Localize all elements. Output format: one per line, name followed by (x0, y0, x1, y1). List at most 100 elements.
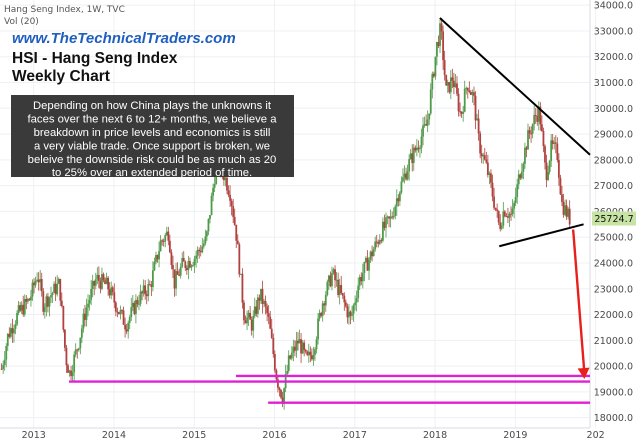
candle-body (372, 249, 375, 257)
candle-body (332, 269, 335, 274)
candle-body (127, 322, 130, 332)
candle-body (383, 221, 386, 228)
candle-body (327, 275, 330, 282)
trend-line-1 (439, 17, 591, 156)
candle-body (168, 240, 171, 253)
candle-body (326, 281, 329, 295)
candle-body (158, 251, 160, 260)
x-tick-label: 2018 (423, 430, 447, 441)
candle-body (443, 60, 446, 75)
candle-body (445, 74, 448, 86)
y-tick-label: 22000.0 (594, 310, 633, 321)
candle-body (423, 124, 426, 126)
candle-body (295, 340, 298, 351)
candle-body (99, 281, 102, 289)
annotation-line-3: breakdown in price levels and economics … (34, 127, 271, 139)
candle-body (206, 231, 208, 237)
candle-body (522, 163, 525, 172)
candle-body (349, 311, 352, 316)
candle-body (241, 273, 244, 303)
candle-body (539, 106, 542, 125)
candle-body (473, 92, 475, 96)
candle-body (358, 277, 361, 286)
candle-body (159, 240, 162, 252)
y-tick-label: 34000.0 (594, 1, 633, 12)
candle-body (111, 287, 114, 293)
candle-body (286, 371, 289, 375)
candle-body (548, 161, 551, 172)
candle-body (178, 274, 181, 276)
candle-body (300, 339, 302, 354)
x-axis: 2013 2014 2015 2016 2017 2018 2019 202 (22, 430, 605, 441)
candle-body (14, 324, 17, 329)
candle-body (329, 275, 332, 287)
candle-body (426, 119, 429, 126)
candle-body (479, 133, 482, 154)
candle-body (530, 133, 532, 135)
candle-body (454, 83, 457, 88)
candle-body (256, 297, 259, 314)
candle-body (524, 147, 526, 164)
candle-body (31, 282, 34, 297)
candle-body (238, 244, 241, 275)
candle-body (525, 147, 528, 150)
candle-body (73, 354, 76, 373)
candle-body (531, 124, 534, 134)
candle-body (309, 351, 312, 356)
candle-body (195, 255, 198, 259)
volume-label: Vol (20) (4, 17, 39, 27)
candle-body (20, 304, 23, 311)
candle-body (36, 279, 39, 282)
candle-body (212, 187, 214, 196)
candle-body (408, 159, 411, 172)
candle-body (113, 292, 116, 303)
candle-body (48, 297, 51, 307)
candle-body (2, 364, 5, 369)
y-tick-label: 21000.0 (594, 336, 633, 347)
candle-body (324, 294, 327, 306)
chart-title-line-2: Weekly Chart (12, 68, 110, 85)
candle-body (338, 284, 341, 295)
candle-body (500, 225, 503, 229)
candle-body (57, 278, 60, 284)
candle-body (187, 261, 190, 271)
candle-body (314, 349, 316, 355)
candle-body (400, 181, 403, 193)
y-tick-label: 33000.0 (594, 26, 633, 37)
candle-body (432, 73, 435, 77)
y-tick-label: 32000.0 (594, 52, 633, 63)
candle-body (278, 387, 281, 390)
candle-body (164, 235, 167, 242)
candle-body (331, 273, 333, 287)
candle-body (264, 300, 267, 307)
candle-body (150, 284, 153, 288)
candle-body (13, 328, 15, 334)
y-tick-label: 31000.0 (594, 78, 633, 89)
x-tick-label: 2013 (22, 430, 46, 441)
candle-body (363, 261, 366, 273)
candle-body (355, 298, 358, 303)
candle-body (422, 125, 424, 137)
candle-body (514, 197, 517, 203)
candle-body (568, 208, 571, 225)
candle-body (11, 328, 14, 334)
candle-body (497, 210, 500, 223)
candle-body (121, 310, 123, 312)
candle-body (63, 329, 66, 348)
candle-body (17, 305, 20, 313)
candle-body (491, 182, 494, 197)
candle-body (28, 298, 31, 301)
candle-body (114, 302, 117, 312)
candle-body (209, 215, 211, 219)
candle-body (102, 274, 105, 281)
candle-body (527, 130, 529, 150)
candle-body (505, 216, 508, 218)
candle-body (94, 279, 97, 286)
candle-body (42, 291, 45, 312)
candle-body (312, 354, 315, 360)
candle-body (354, 302, 357, 306)
candle-body (229, 194, 231, 201)
candle-body (381, 221, 384, 241)
candle-body (283, 388, 286, 404)
candle-body (528, 130, 531, 134)
